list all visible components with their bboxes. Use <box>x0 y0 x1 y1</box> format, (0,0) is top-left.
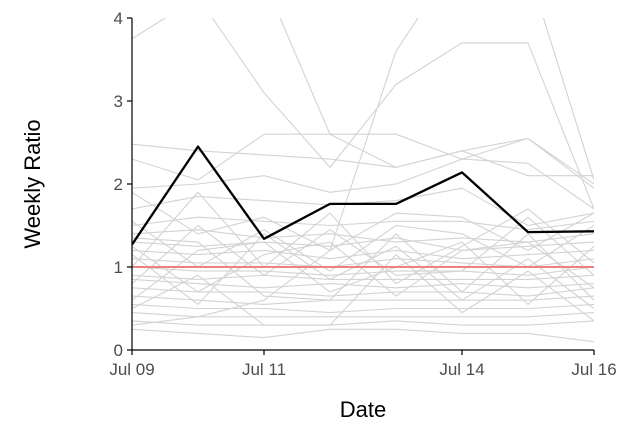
background-series-line <box>132 158 594 210</box>
background-series-line <box>132 241 594 305</box>
x-axis-title: Date <box>340 397 386 422</box>
background-series-line <box>132 237 594 251</box>
background-series-line <box>132 254 594 326</box>
background-series-line <box>132 295 594 305</box>
x-tick-label: Jul 14 <box>439 360 484 379</box>
y-tick-label: 1 <box>114 258 123 277</box>
y-axis-ticks: 0 1 2 3 4 <box>114 9 132 360</box>
x-tick-label: Jul 09 <box>109 360 154 379</box>
background-series-line <box>132 312 594 318</box>
background-series-line <box>279 18 594 189</box>
background-series-line <box>132 241 594 297</box>
y-tick-label: 0 <box>114 341 123 360</box>
background-series-line <box>132 191 594 285</box>
y-axis-title: Weekly Ratio <box>20 119 45 248</box>
y-tick-label: 4 <box>114 9 123 28</box>
x-tick-label: Jul 16 <box>571 360 616 379</box>
highlight-series-group <box>132 145 594 246</box>
background-series-line <box>132 287 594 297</box>
background-series-line <box>132 137 594 185</box>
x-axis-ticks: Jul 09 Jul 11 Jul 14 Jul 16 <box>109 350 617 379</box>
highlight-series-line <box>132 145 594 246</box>
background-series-line <box>132 278 594 289</box>
background-series-line <box>132 133 594 181</box>
background-series-line <box>132 216 594 285</box>
background-series-group <box>132 18 594 343</box>
background-series-line <box>132 328 594 343</box>
y-tick-label: 2 <box>114 175 123 194</box>
background-series-line <box>132 233 594 309</box>
background-series-line <box>132 18 594 210</box>
background-series-line <box>132 320 594 326</box>
background-series-line <box>132 187 594 227</box>
background-series-line <box>132 191 594 251</box>
background-series-line <box>132 216 594 231</box>
background-series-line <box>132 249 594 260</box>
y-tick-label: 3 <box>114 92 123 111</box>
background-series-line <box>132 303 594 314</box>
background-series-line <box>132 266 594 276</box>
x-tick-label: Jul 11 <box>242 360 286 379</box>
